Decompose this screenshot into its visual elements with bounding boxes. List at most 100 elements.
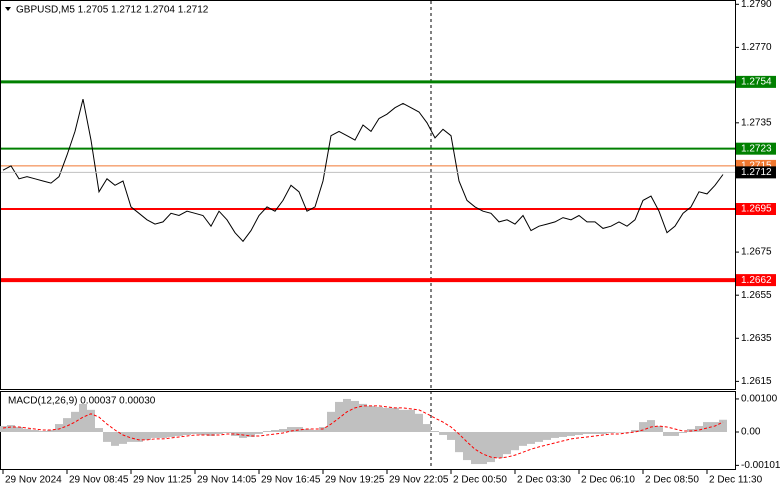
macd-bar [119, 431, 127, 444]
macd-bar [23, 429, 31, 432]
macd-title: MACD(12,26,9) 0.00037 0.00030 [8, 396, 156, 407]
macd-bar [95, 428, 103, 432]
level-label: 1.2662 [741, 275, 772, 286]
y-tick-label: 0.00100 [741, 394, 778, 405]
macd-bar [655, 426, 663, 432]
chart-title: GBPUSD,M5 1.2705 1.2712 1.2704 1.2712 [16, 5, 209, 16]
macd-bar [223, 431, 231, 433]
macd-bar [183, 431, 191, 435]
macd-bar [55, 424, 63, 432]
level-label: 1.2695 [741, 204, 772, 215]
macd-bar [215, 431, 223, 434]
macd-bar [367, 405, 375, 432]
macd-bar [567, 431, 575, 436]
level-label-box [736, 142, 776, 155]
macd-bar [599, 431, 607, 434]
macd-bar [543, 431, 551, 440]
macd-bar [695, 426, 703, 432]
y-tick-label: 0.00 [741, 427, 761, 438]
x-tick-label: 29 Nov 19:25 [325, 475, 385, 486]
macd-bar [79, 403, 87, 432]
macd-bar [135, 431, 143, 442]
macd-bar [47, 430, 55, 432]
level-label: 1.2715 [741, 161, 772, 172]
macd-bar [247, 431, 255, 437]
macd-bar [383, 407, 391, 432]
macd-bar [87, 409, 95, 432]
macd-bar [175, 431, 183, 436]
macd-bar [503, 431, 511, 455]
x-tick-label: 29 Nov 14:05 [197, 475, 257, 486]
menu-triangle [5, 7, 11, 11]
macd-bar [63, 418, 71, 432]
macd-bar [703, 422, 711, 432]
level-label: 1.2754 [741, 77, 772, 88]
macd-bar [351, 400, 359, 432]
macd-bar [375, 406, 383, 432]
macd-bar [519, 431, 527, 446]
y-tick-label: 1.2635 [741, 333, 772, 344]
price-line [2, 98, 724, 243]
y-tick-label: 1.2655 [741, 290, 772, 301]
macd-bar [103, 431, 111, 442]
y-tick-label: -0.00101 [741, 460, 781, 471]
macd-bar [199, 431, 207, 435]
macd-bar [607, 431, 615, 433]
y-tick-label: 1.2790 [741, 0, 772, 10]
macd-bar [551, 431, 559, 438]
macd-bar [295, 427, 303, 432]
macd-bar [623, 431, 631, 433]
x-tick-label: 2 Dec 06:10 [581, 475, 635, 486]
macd-bar [575, 431, 583, 435]
y-tick-label: 1.2735 [741, 117, 772, 128]
macd-bar [15, 427, 23, 432]
macd-bar [559, 431, 567, 437]
macd-bar [495, 431, 503, 459]
macd-bar [591, 431, 599, 434]
x-tick-label: 29 Nov 08:45 [69, 475, 129, 486]
macd-bar [71, 411, 79, 432]
last-price-label: 1.2712 [741, 167, 772, 178]
macd-bar [207, 431, 215, 436]
level-label-box [736, 203, 776, 216]
macd-bar [303, 429, 311, 432]
macd-bar [447, 431, 455, 440]
level-label: 1.2723 [741, 143, 772, 154]
y-tick-label: 1.2615 [741, 376, 772, 387]
macd-bar [663, 431, 671, 436]
macd-bar [631, 430, 639, 432]
macd-bar [279, 429, 287, 432]
macd-bar [343, 398, 351, 432]
macd-bar [111, 431, 119, 446]
signal-line [2, 405, 724, 459]
x-tick-label: 29 Nov 11:25 [133, 475, 192, 486]
x-tick-label: 29 Nov 22:05 [389, 475, 449, 486]
macd-bar [511, 431, 519, 451]
level-label-box [736, 75, 776, 88]
macd-bar [479, 431, 487, 465]
macd-bar [415, 413, 423, 432]
x-tick-label: 29 Nov 2024 [5, 475, 62, 486]
macd-bar [535, 431, 543, 442]
macd-bar [191, 431, 199, 434]
macd-bar [271, 430, 279, 432]
x-tick-label: 2 Dec 08:50 [645, 475, 699, 486]
macd-bar [159, 431, 167, 438]
macd-bar [423, 424, 431, 432]
main-panel [0, 0, 736, 390]
y-tick-label: 1.2770 [741, 42, 772, 53]
macd-bar [231, 431, 239, 436]
macd-bar [455, 431, 463, 453]
macd-bar [407, 409, 415, 432]
macd-bar [359, 403, 367, 432]
macd-bar [671, 431, 679, 436]
x-tick-label: 2 Dec 00:50 [453, 475, 507, 486]
x-tick-label: 29 Nov 16:45 [261, 475, 321, 486]
macd-bar [487, 431, 495, 463]
macd-bar [527, 431, 535, 444]
macd-bar [399, 409, 407, 432]
macd-bar [143, 431, 151, 440]
macd-bar [7, 425, 15, 432]
macd-bar [639, 422, 647, 432]
y-tick-label: 1.2675 [741, 247, 772, 258]
